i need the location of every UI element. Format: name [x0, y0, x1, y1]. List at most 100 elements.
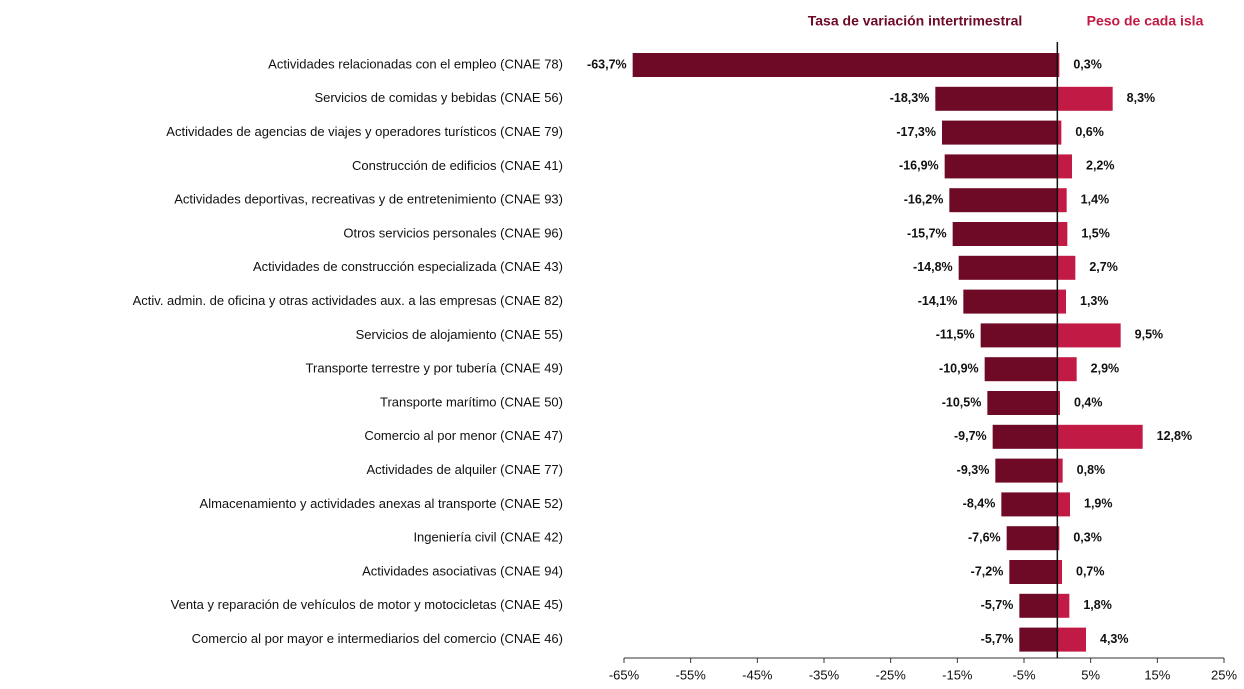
category-label: Actividades de construcción especializad… — [253, 259, 563, 274]
category-label: Actividades asociativas (CNAE 94) — [362, 563, 563, 578]
value-label: 0,4% — [1074, 395, 1103, 409]
category-label: Transporte terrestre y por tubería (CNAE… — [306, 361, 563, 376]
x-tick-label: 25% — [1211, 667, 1237, 682]
bar — [1057, 424, 1143, 449]
value-label: -7,2% — [971, 564, 1004, 578]
value-label: 0,8% — [1077, 463, 1106, 477]
bar — [1057, 593, 1070, 618]
value-label: 1,4% — [1081, 192, 1110, 206]
value-label: -18,3% — [890, 91, 930, 105]
value-label: -8,4% — [963, 497, 996, 511]
bar — [1057, 391, 1060, 415]
category-label: Almacenamiento y actividades anexas al t… — [200, 496, 563, 511]
bar — [952, 222, 1058, 246]
x-tick-label: -65% — [609, 667, 640, 682]
value-label: 1,5% — [1081, 226, 1110, 240]
x-tick-label: 15% — [1144, 667, 1170, 682]
category-label: Servicios de alojamiento (CNAE 55) — [356, 327, 563, 342]
value-label: -14,8% — [913, 260, 953, 274]
bar — [980, 323, 1058, 348]
bar — [995, 458, 1058, 483]
category-label: Actividades de agencias de viajes y oper… — [166, 124, 563, 139]
bar — [1057, 188, 1067, 213]
value-label: -9,3% — [957, 463, 990, 477]
bar — [632, 53, 1058, 77]
category-label: Construcción de edificios (CNAE 41) — [352, 158, 563, 173]
value-label: 0,3% — [1073, 530, 1102, 544]
bar — [1057, 86, 1113, 111]
bar — [987, 391, 1058, 415]
category-label: Actividades deportivas, recreativas y de… — [174, 192, 563, 207]
x-tick-label: -5% — [1012, 667, 1036, 682]
bar — [1057, 53, 1060, 77]
value-label: -7,6% — [968, 530, 1001, 544]
value-label: 0,6% — [1075, 125, 1104, 139]
bar — [942, 120, 1058, 145]
bar — [984, 357, 1058, 382]
bar — [1057, 458, 1063, 483]
value-label: -15,7% — [907, 226, 947, 240]
bar — [1006, 526, 1058, 551]
value-label: 4,3% — [1100, 632, 1129, 646]
bar — [1019, 627, 1058, 652]
bar — [1019, 593, 1058, 618]
value-label: 1,3% — [1080, 294, 1109, 308]
x-tick-label: -55% — [675, 667, 706, 682]
value-label: -5,7% — [981, 598, 1014, 612]
value-label: -16,9% — [899, 159, 939, 173]
legend-label: Tasa de variación intertrimestral — [808, 13, 1023, 29]
bar — [1057, 323, 1121, 348]
bar — [1057, 154, 1072, 179]
category-label: Comercio al por mayor e intermediarios d… — [192, 631, 563, 646]
value-label: 2,7% — [1089, 260, 1118, 274]
category-label: Activ. admin. de oficina y otras activid… — [133, 293, 563, 308]
x-tick-label: 5% — [1081, 667, 1100, 682]
bar — [1057, 492, 1070, 517]
value-label: 0,7% — [1076, 564, 1105, 578]
bar — [1057, 289, 1066, 314]
value-label: 2,2% — [1086, 159, 1115, 173]
value-label: 0,3% — [1073, 57, 1102, 71]
value-label: 12,8% — [1157, 429, 1192, 443]
x-tick-label: -25% — [875, 667, 906, 682]
category-label: Actividades relacionadas con el empleo (… — [268, 56, 563, 71]
value-label: -9,7% — [954, 429, 987, 443]
bar — [1009, 560, 1058, 584]
value-label: -16,2% — [904, 192, 944, 206]
bar — [1057, 627, 1086, 652]
bar — [1057, 560, 1062, 584]
category-label: Comercio al por menor (CNAE 47) — [364, 428, 563, 443]
value-label: 1,9% — [1084, 497, 1113, 511]
bar — [1057, 357, 1077, 382]
bar — [963, 289, 1058, 314]
value-label: 2,9% — [1091, 361, 1120, 375]
value-label: -17,3% — [896, 125, 936, 139]
value-label: -10,5% — [942, 395, 982, 409]
value-label: -10,9% — [939, 361, 979, 375]
bar — [949, 188, 1058, 213]
category-label: Venta y reparación de vehículos de motor… — [171, 597, 563, 612]
category-label: Servicios de comidas y bebidas (CNAE 56) — [314, 90, 563, 105]
value-label: 9,5% — [1135, 328, 1164, 342]
bar — [935, 86, 1058, 111]
value-label: 1,8% — [1083, 598, 1112, 612]
category-label: Actividades de alquiler (CNAE 77) — [366, 462, 563, 477]
value-label: -5,7% — [981, 632, 1014, 646]
legend-label: Peso de cada isla — [1087, 13, 1204, 29]
value-label: -11,5% — [936, 328, 975, 342]
category-label: Ingeniería civil (CNAE 42) — [413, 530, 563, 545]
bar — [1057, 120, 1062, 145]
category-label: Otros servicios personales (CNAE 96) — [343, 225, 563, 240]
bar — [944, 154, 1058, 179]
bar — [1057, 526, 1060, 551]
bar — [1057, 255, 1076, 280]
x-tick-label: -45% — [742, 667, 773, 682]
x-tick-label: -35% — [809, 667, 840, 682]
category-label: Transporte marítimo (CNAE 50) — [380, 394, 563, 409]
value-label: -63,7% — [587, 57, 627, 71]
bar — [1057, 222, 1068, 246]
value-label: 8,3% — [1127, 91, 1156, 105]
bar — [1001, 492, 1058, 517]
value-label: -14,1% — [918, 294, 958, 308]
